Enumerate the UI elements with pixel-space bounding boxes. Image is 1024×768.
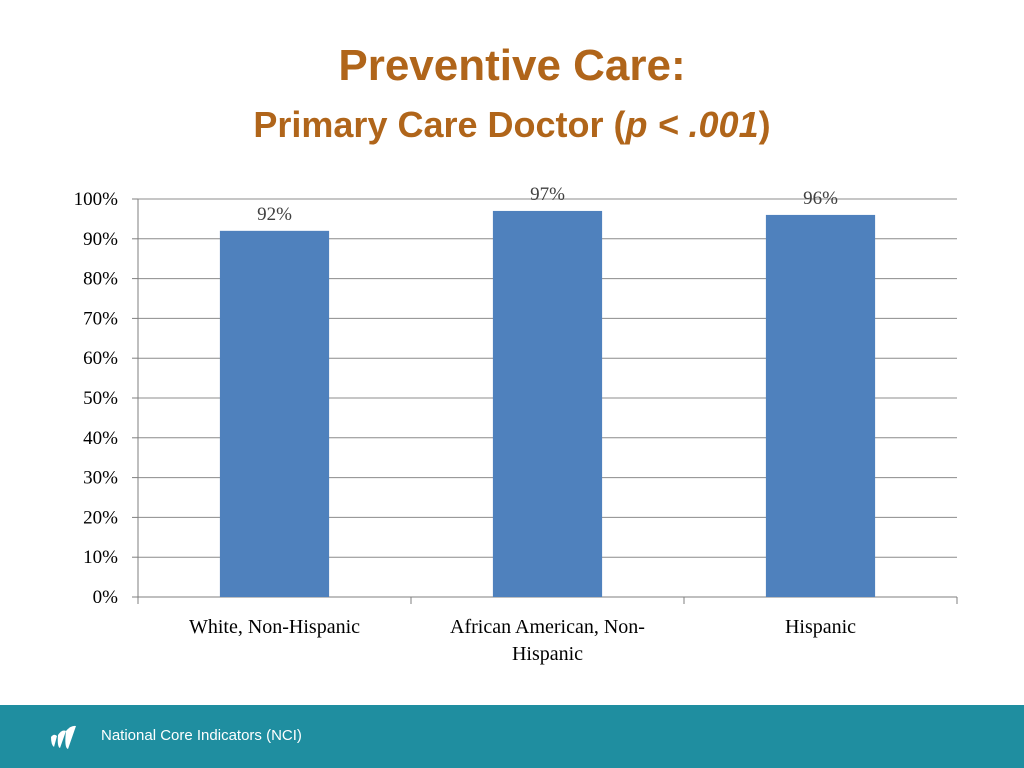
subtitle-suffix: ) <box>758 104 771 145</box>
y-tick-label: 60% <box>83 348 118 369</box>
slide-subtitle: Primary Care Doctor (p < .001) <box>0 100 1024 150</box>
subtitle-prefix: Primary Care Doctor ( <box>253 104 626 145</box>
slide-title: Preventive Care: <box>338 41 686 90</box>
bar <box>492 210 603 597</box>
y-tick-label: 90% <box>83 229 118 250</box>
footer-bar: National Core Indicators (NCI) <box>0 705 1024 768</box>
y-tick-label: 70% <box>83 308 118 329</box>
bar-chart: 0% 10% 20% 30% 40% 50% 60% 70% 80% 90% 100% 92% Whit… <box>74 184 958 665</box>
data-label: 96% <box>803 188 838 209</box>
data-label: 97% <box>530 184 565 205</box>
x-category-label: White, Non-Hispanic <box>189 616 360 638</box>
bar <box>219 230 330 597</box>
y-tick-label: 40% <box>83 428 118 449</box>
y-tick-label: 0% <box>93 587 119 608</box>
subtitle-p-value: p < .001 <box>625 104 759 145</box>
data-label: 92% <box>257 204 292 225</box>
slide-title-block: Preventive Care: Primary Care Doctor (p … <box>0 38 1024 150</box>
y-tick-label: 100% <box>74 189 119 210</box>
y-tick-label: 30% <box>83 468 118 489</box>
bar <box>765 214 876 598</box>
x-category-label: African American, Non- <box>450 616 645 638</box>
nci-logo-icon <box>51 725 76 749</box>
y-tick-label: 10% <box>83 547 118 568</box>
y-tick-label: 80% <box>83 269 118 290</box>
footer-text: National Core Indicators (NCI) <box>101 727 302 744</box>
x-category-label: Hispanic <box>512 643 583 665</box>
y-tick-label: 20% <box>83 507 118 528</box>
y-tick-label: 50% <box>83 388 118 409</box>
x-category-label: Hispanic <box>785 616 856 638</box>
